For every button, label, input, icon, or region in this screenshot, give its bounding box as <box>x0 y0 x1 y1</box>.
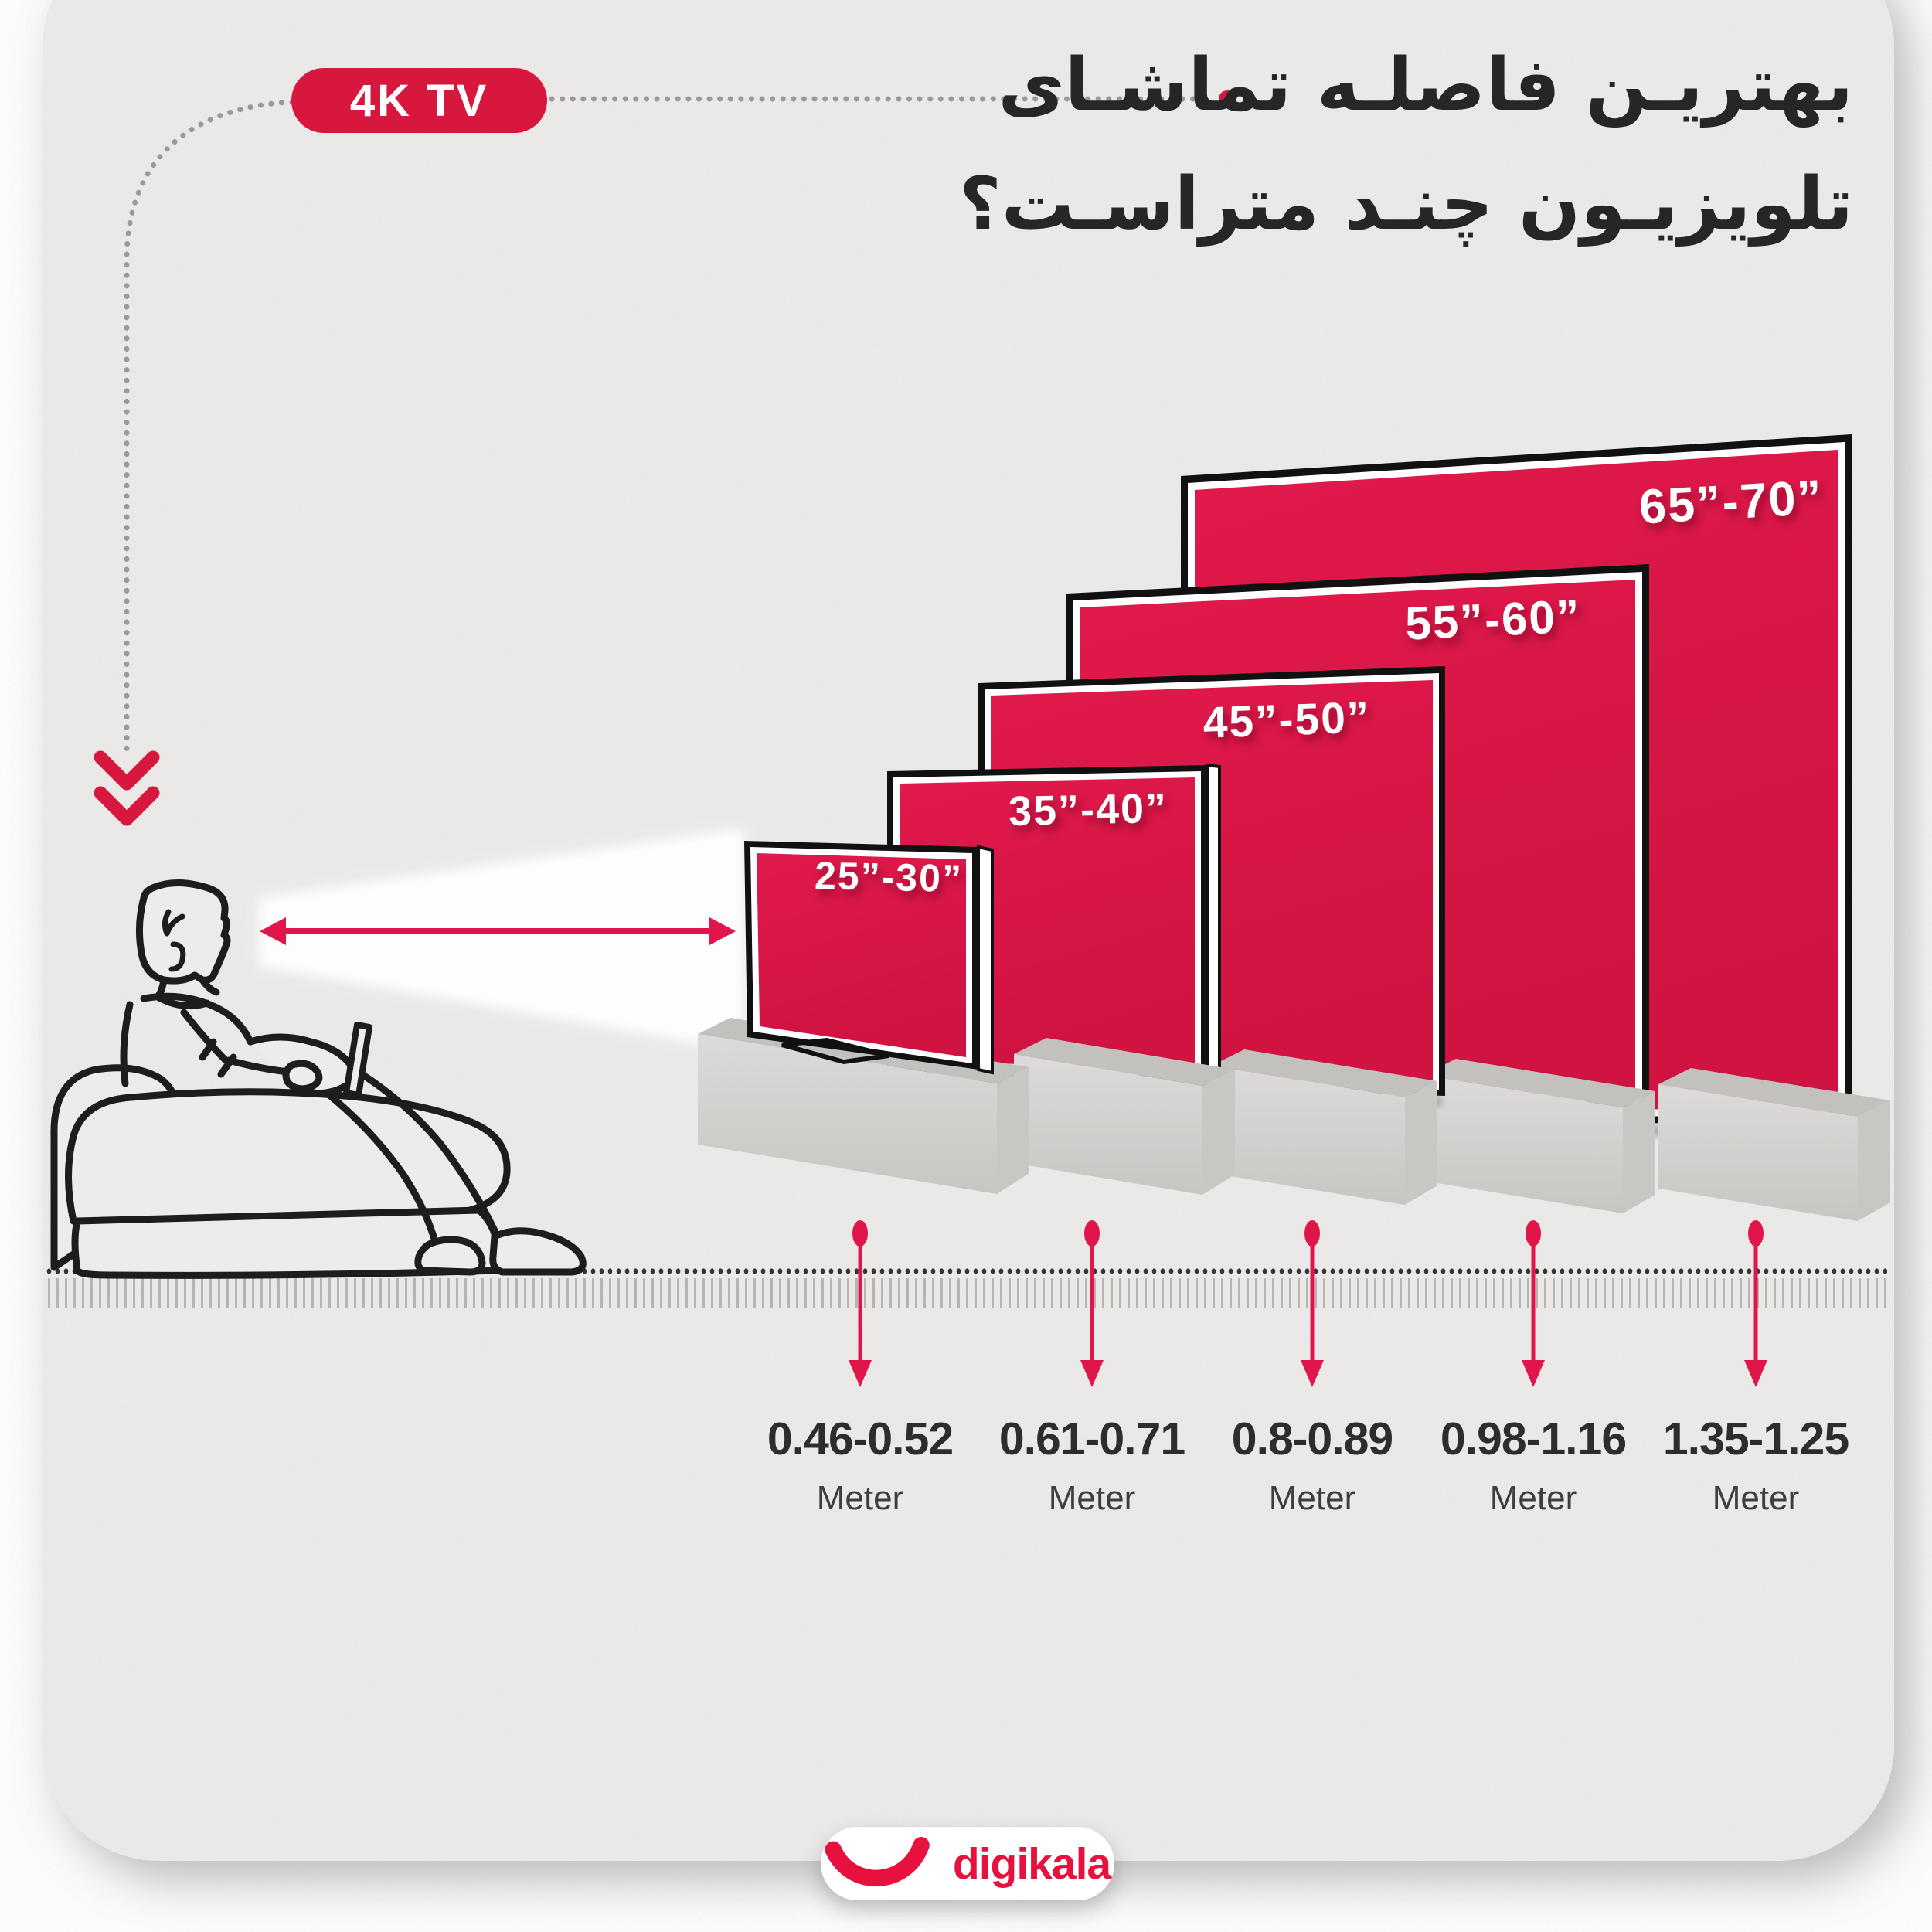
title-bullet-dot <box>1219 90 1236 107</box>
page-title: بهتریـن فاصلـه تماشـای تلویزیـون چنـد مت… <box>959 26 1853 264</box>
tv-size-label-4: 55”-60” <box>1403 590 1583 650</box>
brand-name: digikala <box>952 1838 1111 1889</box>
distance-value: 0.61-0.71 <box>998 1413 1185 1464</box>
distance-arrow-1 <box>849 1220 872 1387</box>
distance-unit: Meter <box>816 1479 904 1517</box>
distance-unit: Meter <box>1268 1479 1356 1517</box>
distance-value: 0.46-0.52 <box>767 1413 954 1464</box>
badge-4k-tv: 4K TV <box>291 68 547 133</box>
distance-value: 0.8-0.89 <box>1231 1413 1394 1464</box>
chevron-down-icon <box>94 750 160 826</box>
distance-arrow-5 <box>1744 1220 1767 1387</box>
tv-stand-3 <box>1212 1049 1437 1205</box>
distance-value: 0.98-1.16 <box>1440 1413 1627 1464</box>
distance-arrow-4 <box>1522 1220 1545 1387</box>
distance-arrow-3 <box>1301 1220 1324 1387</box>
tv-shape-1 <box>744 841 994 1075</box>
tv-size-label-3: 45”-50” <box>1202 692 1372 748</box>
title-line-1: بهتریـن فاصلـه تماشـای <box>998 43 1853 128</box>
distance-value: 1.35-1.25 <box>1662 1413 1849 1464</box>
distance-unit: Meter <box>1489 1479 1577 1517</box>
viewing-beam <box>259 828 744 1051</box>
tv-stand-5 <box>1658 1068 1890 1221</box>
eye-level-arrow <box>260 917 736 945</box>
tv-size-label-1: 25”-30” <box>814 853 964 901</box>
tv-size-label-5: 65”-70” <box>1638 470 1825 535</box>
distance-unit: Meter <box>1712 1479 1800 1517</box>
tv-stand-2 <box>1014 1038 1235 1195</box>
distance-unit: Meter <box>1048 1479 1136 1517</box>
distance-item-3: 0.8-0.89 Meter <box>1173 1413 1451 1518</box>
tv-size-label-2: 35”-40” <box>1008 784 1168 835</box>
distance-item-1: 0.46-0.52 Meter <box>721 1413 999 1518</box>
title-line-2: تلویزیـون چنـد متراسـت؟ <box>959 162 1853 247</box>
dotted-connector <box>124 96 1207 754</box>
digikala-logo: digikala <box>821 1827 1114 1900</box>
tv-stand-4 <box>1423 1059 1655 1213</box>
viewer-illustration <box>50 879 587 1279</box>
distance-arrow-2 <box>1080 1220 1104 1387</box>
distance-item-4: 0.98-1.16 Meter <box>1394 1413 1672 1518</box>
tv-foot <box>781 1037 889 1065</box>
distance-item-2: 0.61-0.71 Meter <box>953 1413 1231 1518</box>
smile-icon <box>825 1836 930 1886</box>
distance-item-5: 1.35-1.25 Meter <box>1617 1413 1895 1518</box>
distance-arrows <box>849 1220 1767 1387</box>
